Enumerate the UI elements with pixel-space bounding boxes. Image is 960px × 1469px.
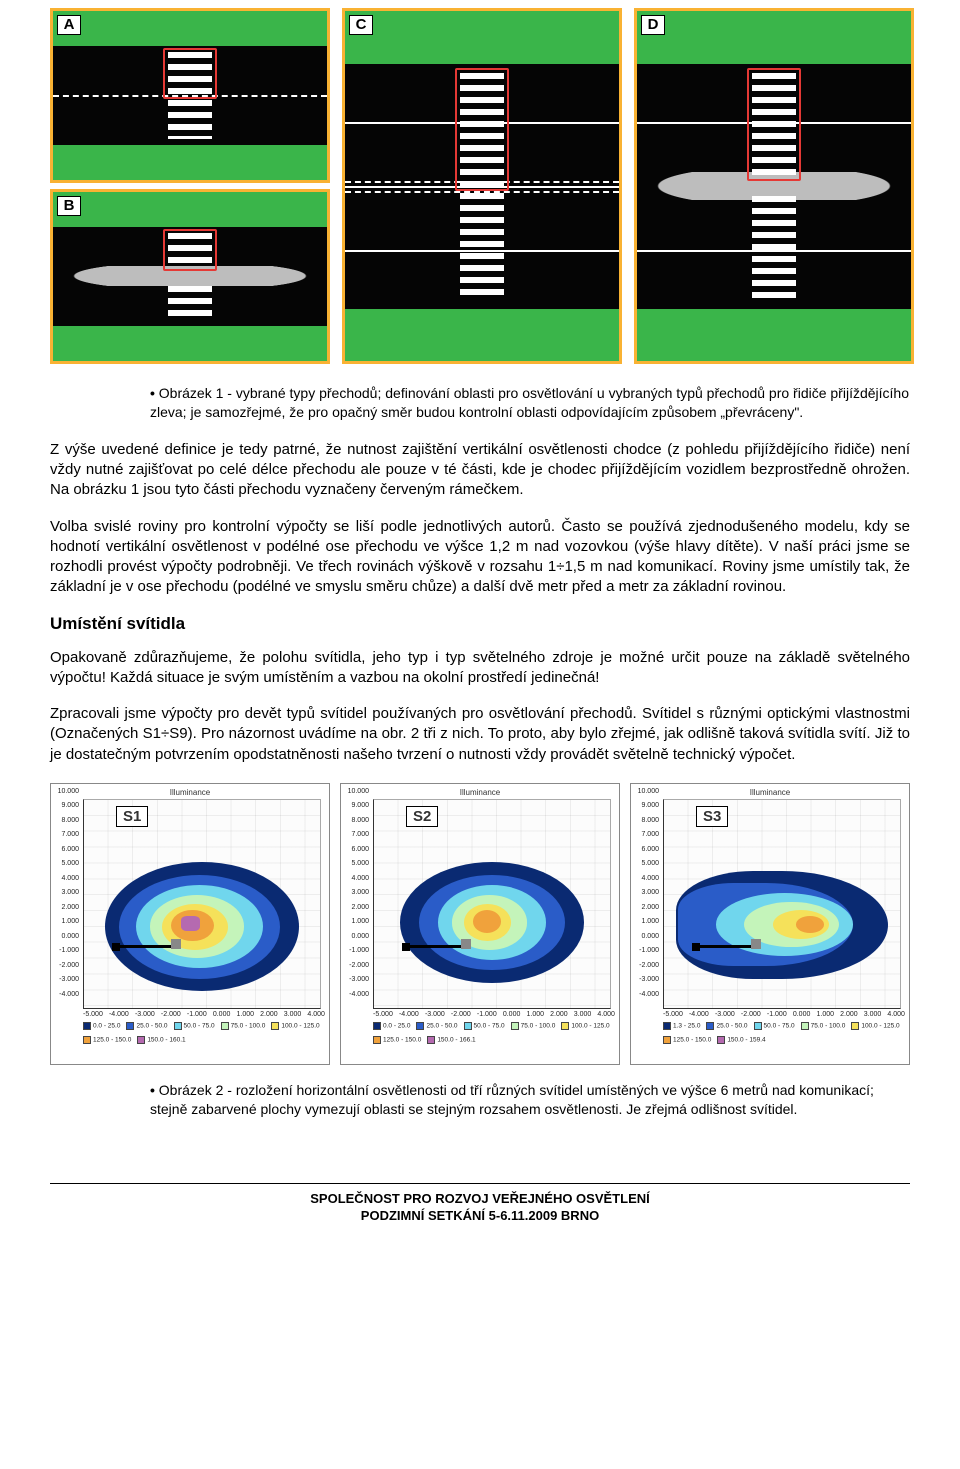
road-c <box>345 64 619 309</box>
footer-line1: SPOLEČNOST PRO ROZVOJ VEŘEJNÉHO OSVĚTLEN… <box>0 1190 960 1208</box>
road-d <box>637 64 911 309</box>
footer-line2: PODZIMNÍ SETKÁNÍ 5-6.11.2009 BRNO <box>0 1207 960 1225</box>
crossing-d: D <box>634 8 914 364</box>
chart-s1-label: S1 <box>116 806 148 827</box>
figure2-illuminance-charts: Illuminance 10.0009.0008.0007.0006.0005.… <box>50 783 910 1065</box>
figure1-crossing-types: A B C <box>50 8 914 364</box>
chart-s1: Illuminance 10.0009.0008.0007.0006.0005.… <box>50 783 330 1065</box>
paragraph-2: Volba svislé roviny pro kontrolní výpočt… <box>50 517 910 598</box>
crossing-a: A <box>50 8 330 183</box>
figure2-caption: Obrázek 2 - rozložení horizontální osvět… <box>150 1081 910 1119</box>
figure1-caption: Obrázek 1 - vybrané typy přechodů; defin… <box>150 384 910 422</box>
crossing-label-a: A <box>57 15 81 35</box>
red-area-b <box>163 229 218 270</box>
crossing-c: C <box>342 8 622 364</box>
chart-s3-title: Illuminance <box>635 788 905 797</box>
crossing-b: B <box>50 189 330 364</box>
chart-s1-legend: 0.0 - 25.025.0 - 50.050.0 - 75.075.0 - 1… <box>83 1022 323 1044</box>
crossing-label-c: C <box>349 15 373 35</box>
footer-separator <box>50 1183 910 1184</box>
chart-s2-title: Illuminance <box>345 788 615 797</box>
zebra-b-bot <box>168 286 212 319</box>
road-b <box>53 227 327 325</box>
red-area-c <box>455 68 510 191</box>
chart-s2-plot: S2 <box>373 799 611 1009</box>
chart-s3-plot: S3 <box>663 799 901 1009</box>
paragraph-1: Z výše uvedené definice je tedy patrné, … <box>50 440 910 501</box>
chart-s3-label: S3 <box>696 806 728 827</box>
chart-s2-label: S2 <box>406 806 438 827</box>
chart-s2-xticks: -5.000-4.000-3.000-2.000-1.0000.0001.000… <box>373 1011 615 1018</box>
chart-s1-title: Illuminance <box>55 788 325 797</box>
red-area-d <box>747 68 802 181</box>
crossing-label-b: B <box>57 196 81 216</box>
heading-umisteni-svitidla: Umístění svítidla <box>50 614 910 634</box>
chart-s3-legend: 1.3 - 25.025.0 - 50.050.0 - 75.075.0 - 1… <box>663 1022 903 1044</box>
zebra-d-bot <box>752 196 796 299</box>
chart-s2-yticks: 10.0009.0008.0007.0006.0005.0004.0003.00… <box>343 788 369 998</box>
chart-s2-legend: 0.0 - 25.025.0 - 50.050.0 - 75.075.0 - 1… <box>373 1022 613 1044</box>
chart-s2: Illuminance 10.0009.0008.0007.0006.0005.… <box>340 783 620 1065</box>
chart-s3-yticks: 10.0009.0008.0007.0006.0005.0004.0003.00… <box>633 788 659 998</box>
chart-s1-yticks: 10.0009.0008.0007.0006.0005.0004.0003.00… <box>53 788 79 998</box>
chart-s1-xticks: -5.000-4.000-3.000-2.000-1.0000.0001.000… <box>83 1011 325 1018</box>
paragraph-3: Opakovaně zdůrazňujeme, že polohu svítid… <box>50 648 910 689</box>
page-footer: SPOLEČNOST PRO ROZVOJ VEŘEJNÉHO OSVĚTLEN… <box>0 1190 960 1243</box>
road-a <box>53 46 327 144</box>
chart-s1-plot: S1 <box>83 799 321 1009</box>
paragraph-4: Zpracovali jsme výpočty pro devět typů s… <box>50 704 910 765</box>
chart-s3-xticks: -5.000-4.000-3.000-2.000-1.0000.0001.000… <box>663 1011 905 1018</box>
chart-s3: Illuminance 10.0009.0008.0007.0006.0005.… <box>630 783 910 1065</box>
red-area-a <box>163 48 218 99</box>
crossing-label-d: D <box>641 15 665 35</box>
